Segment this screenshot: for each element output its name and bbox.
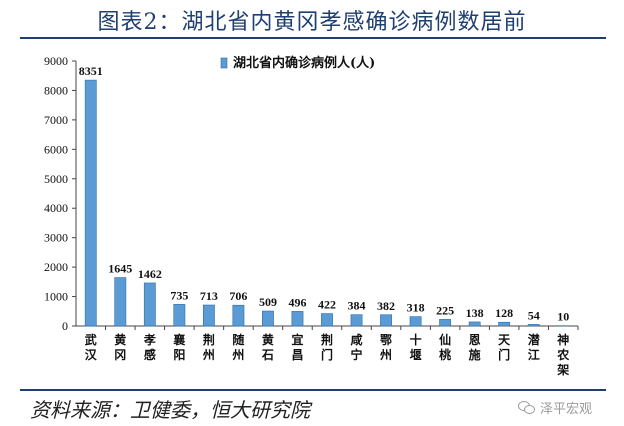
- bar: [232, 304, 245, 327]
- bar: [527, 324, 540, 327]
- x-tick-label: 恩施: [469, 332, 481, 362]
- x-tick-label: 随州: [231, 332, 244, 362]
- data-label: 10: [557, 310, 569, 324]
- x-tick-label: 黄冈: [114, 332, 126, 362]
- data-label: 318: [407, 301, 425, 315]
- bar: [321, 313, 333, 327]
- y-tick-label: 9000: [44, 54, 68, 68]
- x-tick-label: 潜江: [528, 332, 541, 362]
- x-tick-label: 咸宁: [351, 332, 363, 362]
- watermark: 泽平宏观: [518, 398, 592, 417]
- bar: [143, 282, 156, 327]
- legend-swatch: [220, 57, 228, 69]
- bar: [114, 277, 127, 327]
- x-tick-label: 宜昌: [291, 332, 303, 362]
- y-tick-label: 4000: [44, 201, 68, 215]
- x-tick-label: 天门: [498, 333, 511, 362]
- bar: [439, 319, 452, 327]
- x-tick-label: 孝感: [143, 332, 156, 362]
- source-note: 资料来源：卫健委，恒大研究院: [30, 398, 310, 422]
- x-tick-label: 荆州: [202, 332, 215, 362]
- bar: [262, 310, 274, 327]
- x-tick-label: 荆门: [321, 332, 333, 362]
- x-tick-label: 鄂州: [379, 333, 392, 362]
- y-tick-label: 3000: [44, 231, 68, 245]
- bar: [173, 304, 186, 327]
- y-tick-label: 5000: [44, 172, 68, 186]
- data-label: 713: [200, 289, 218, 303]
- bar: [84, 79, 97, 327]
- bar: [380, 314, 392, 327]
- data-label: 735: [170, 288, 188, 302]
- x-tick-label: 神农架: [556, 332, 569, 377]
- title-rule: [20, 37, 606, 39]
- bar: [409, 316, 422, 327]
- data-label: 128: [495, 306, 513, 320]
- data-label: 422: [318, 298, 336, 312]
- y-tick-label: 0: [62, 319, 68, 333]
- x-tick-label: 仙桃: [439, 332, 451, 362]
- y-tick-label: 2000: [44, 260, 68, 274]
- data-label: 384: [348, 299, 366, 313]
- legend-label: 湖北省内确诊病例人(人): [233, 55, 375, 71]
- data-label: 225: [436, 303, 454, 317]
- data-label: 496: [288, 295, 306, 309]
- data-label: 8351: [79, 64, 103, 78]
- wechat-icon: [518, 400, 536, 415]
- bar: [498, 321, 511, 327]
- y-tick-label: 7000: [44, 113, 68, 127]
- bar: [350, 314, 363, 327]
- data-label: 382: [377, 299, 395, 313]
- page-title: 图表2：湖北省内黄冈孝感确诊病例数居前: [97, 10, 527, 35]
- y-tick-label: 1000: [44, 290, 68, 304]
- y-tick-label: 8000: [44, 83, 68, 97]
- bar-chart: 0 1000 2000 3000 4000 5000 6000 7000 8000 9000 835…: [44, 54, 579, 377]
- data-label: 509: [259, 295, 277, 309]
- x-tick-label: 襄阳: [172, 332, 186, 362]
- bar: [202, 304, 215, 327]
- watermark-text: 泽平宏观: [540, 402, 593, 417]
- data-label: 54: [528, 308, 540, 322]
- data-label: 1645: [108, 262, 132, 276]
- x-tick-label: 黄石: [261, 332, 274, 362]
- data-label: 138: [466, 306, 484, 320]
- bar: [468, 321, 481, 327]
- data-label: 1462: [138, 267, 162, 281]
- y-tick-label: 6000: [44, 142, 68, 156]
- bar: [291, 311, 304, 327]
- source-rule: [20, 389, 606, 391]
- x-tick-label: 武汉: [85, 332, 98, 362]
- data-label: 706: [229, 289, 247, 303]
- x-tick-label: 十堰: [410, 332, 422, 362]
